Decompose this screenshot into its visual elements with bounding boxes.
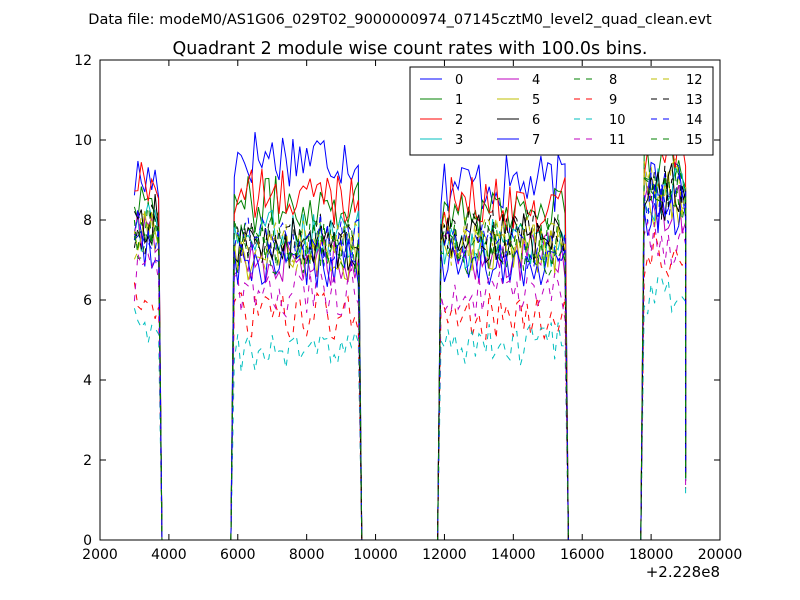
series-line-13 (133, 165, 687, 541)
legend-label-13: 13 (686, 93, 703, 108)
series-line-15 (133, 166, 687, 541)
series-line-4 (133, 185, 687, 541)
series-line-14 (133, 172, 687, 541)
legend-label-3: 3 (455, 133, 463, 148)
legend-label-8: 8 (609, 73, 617, 88)
series-line-6 (133, 163, 687, 541)
legend-label-15: 15 (686, 133, 703, 148)
y-tick-label: 10 (74, 133, 92, 149)
series-line-0 (133, 132, 687, 541)
tick-layer: 2000 4000 6000 8000 10000 12000 14000 16000 1800… (74, 53, 742, 563)
y-tick-label: 8 (83, 213, 92, 229)
x-tick-label: 6000 (220, 547, 256, 563)
legend-label-6: 6 (532, 113, 540, 128)
x-offset-label: +2.228e8 (646, 563, 720, 581)
y-tick-label: 6 (83, 293, 92, 309)
series-line-1 (133, 146, 687, 541)
legend-label-12: 12 (686, 73, 703, 88)
x-tick-label: 20000 (698, 547, 743, 563)
series-line-3 (133, 166, 687, 541)
series-line-11 (133, 221, 687, 541)
x-tick-label: 8000 (289, 547, 325, 563)
x-tick-label: 4000 (151, 547, 187, 563)
y-tick-label: 2 (83, 453, 92, 469)
legend-label-4: 4 (532, 73, 540, 88)
x-tick-label: 10000 (353, 547, 398, 563)
x-tick-label: 14000 (491, 547, 536, 563)
series-line-10 (133, 275, 687, 541)
datafile-label: Data file: modeM0/AS1G06_029T02_90000009… (88, 12, 712, 28)
legend-label-14: 14 (686, 113, 703, 128)
chart-title: Quadrant 2 module wise count rates with … (173, 39, 648, 59)
series-line-7 (134, 184, 687, 541)
x-tick-label: 16000 (560, 547, 605, 563)
series-layer (133, 132, 687, 541)
x-tick-label: 12000 (422, 547, 467, 563)
legend-label-9: 9 (609, 93, 617, 108)
y-tick-label: 4 (83, 373, 92, 389)
series-line-5 (133, 171, 687, 541)
series-line-12 (133, 158, 687, 541)
y-tick-label: 0 (83, 533, 92, 549)
y-tick-label: 12 (74, 53, 92, 69)
series-line-8 (133, 174, 687, 541)
series-line-2 (134, 133, 687, 541)
legend-label-7: 7 (532, 133, 540, 148)
legend-label-1: 1 (455, 93, 463, 108)
x-tick-label: 18000 (629, 547, 674, 563)
legend-frame (409, 66, 714, 156)
legend-label-2: 2 (455, 113, 463, 128)
legend-label-5: 5 (532, 93, 540, 108)
legend-label-0: 0 (455, 73, 463, 88)
series-line-9 (133, 232, 687, 541)
legend-label-10: 10 (609, 113, 626, 128)
x-tick-label: 2000 (82, 547, 118, 563)
legend-label-11: 11 (609, 133, 626, 148)
